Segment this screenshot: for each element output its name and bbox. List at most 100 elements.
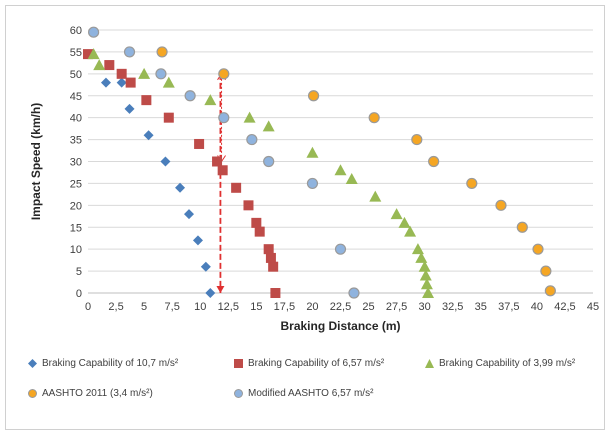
data-point-diamond [200, 261, 211, 272]
circle-marker-icon [28, 389, 37, 398]
data-point-diamond [160, 156, 171, 167]
data-point-triangle [93, 59, 106, 71]
data-point-circle [368, 112, 380, 124]
data-point-square [217, 165, 228, 176]
data-point-circle [307, 90, 320, 102]
data-point-circle [516, 221, 528, 233]
data-point-circle [123, 46, 136, 58]
y-tick-label: 0 [76, 288, 82, 300]
data-point-triangle [404, 225, 417, 237]
data-point-circle [428, 155, 440, 168]
data-point-circle [155, 68, 167, 80]
data-point-square [141, 95, 152, 106]
data-point-circle [306, 177, 319, 190]
data-point-diamond [124, 103, 135, 114]
data-point-square [263, 244, 274, 255]
x-tick-label: 2,5 [108, 301, 123, 313]
data-point-circle [544, 285, 556, 297]
data-point-diamond [205, 288, 216, 298]
data-point-square [265, 252, 276, 263]
x-tick-label: 10 [194, 301, 206, 313]
data-point-circle [466, 177, 478, 190]
data-point-triangle [390, 208, 403, 220]
data-point-square [194, 138, 205, 149]
data-point-circle [495, 199, 507, 211]
x-tick-label: 27,5 [386, 301, 407, 313]
x-tick-label: 22,5 [330, 301, 351, 313]
data-point-diamond [143, 130, 154, 141]
y-tick-label: 30 [70, 157, 82, 169]
data-point-square [231, 182, 242, 193]
y-tick-label: 35 [70, 135, 82, 147]
x-tick-label: 42,5 [554, 301, 575, 313]
chart-legend: Braking Capability of 10,7 m/s² Braking … [28, 354, 606, 424]
y-tick-label: 15 [70, 222, 82, 234]
legend-item-6-57: Braking Capability of 6,57 m/s² [234, 358, 384, 369]
data-point-square [251, 217, 262, 228]
data-point-circle [540, 265, 552, 277]
y-tick-label: 50 [70, 69, 82, 81]
legend-label: Braking Capability of 3,99 m/s² [439, 358, 576, 369]
y-tick-label: 55 [70, 47, 82, 59]
y-tick-label: 60 [70, 25, 82, 37]
data-point-square [212, 156, 223, 167]
y-tick-label: 10 [70, 244, 82, 256]
data-point-triangle [87, 48, 100, 60]
data-point-circle [218, 68, 230, 80]
data-point-triangle [420, 278, 433, 290]
data-point-square [83, 49, 93, 60]
data-point-triangle [262, 120, 275, 132]
y-tick-label: 20 [70, 200, 82, 212]
legend-label: AASHTO 2011 (3,4 m/s²) [42, 388, 153, 399]
data-point-square [270, 288, 281, 298]
x-tick-label: 25 [362, 301, 374, 313]
triangle-marker-icon [425, 359, 434, 368]
data-point-circle [218, 112, 230, 124]
data-point-square [163, 112, 174, 123]
data-point-circle [411, 133, 423, 146]
data-point-diamond [100, 77, 111, 88]
legend-label: Braking Capability of 6,57 m/s² [248, 358, 385, 369]
data-point-square [268, 261, 279, 272]
data-point-triangle [138, 67, 151, 79]
x-tick-label: 12,5 [218, 301, 239, 313]
data-point-circle [334, 243, 347, 255]
data-point-square [254, 226, 265, 237]
data-point-circle [348, 287, 360, 299]
data-point-triangle [398, 216, 411, 228]
data-point-triangle [418, 260, 431, 272]
data-point-circle [246, 133, 258, 146]
data-point-circle [184, 90, 196, 102]
data-point-diamond [192, 235, 203, 246]
legend-item-10-7: Braking Capability of 10,7 m/s² [28, 358, 178, 369]
data-point-triangle [306, 146, 319, 158]
square-marker-icon [234, 359, 243, 368]
data-point-circle [88, 26, 100, 38]
data-point-square [125, 77, 136, 88]
y-axis-label: Impact Speed (km/h) [29, 103, 43, 220]
data-point-triangle [419, 269, 432, 281]
legend-item-aashto-2011: AASHTO 2011 (3,4 m/s²) [28, 388, 153, 399]
data-point-triangle [411, 243, 424, 255]
x-tick-label: 40 [531, 301, 543, 313]
arrowhead-down-icon [216, 286, 225, 293]
x-tick-label: 5 [141, 301, 147, 313]
y-tick-label: 40 [70, 113, 82, 125]
x-tick-label: 37,5 [498, 301, 519, 313]
legend-item-3-99: Braking Capability of 3,99 m/s² [425, 358, 575, 369]
circle-marker-icon [234, 389, 243, 398]
data-point-triangle [415, 251, 428, 263]
x-tick-label: 17,5 [274, 301, 295, 313]
data-point-triangle [369, 190, 382, 202]
data-point-circle [156, 46, 168, 58]
y-tick-label: 5 [76, 266, 82, 278]
chart-frame: 0 5 10 15 20 25 30 35 40 45 50 55 60 0 2,5 5 7,5 10 12,5 15… [5, 5, 605, 430]
data-point-diamond [184, 209, 194, 220]
diamond-marker-icon [28, 359, 37, 368]
x-tick-label: 0 [85, 301, 91, 313]
legend-item-modified-aashto: Modified AASHTO 6,57 m/s² [234, 388, 373, 399]
x-axis-label: Braking Distance (m) [280, 319, 400, 333]
data-point-diamond [116, 77, 127, 88]
data-point-triangle [334, 164, 347, 176]
data-point-triangle [162, 76, 175, 88]
